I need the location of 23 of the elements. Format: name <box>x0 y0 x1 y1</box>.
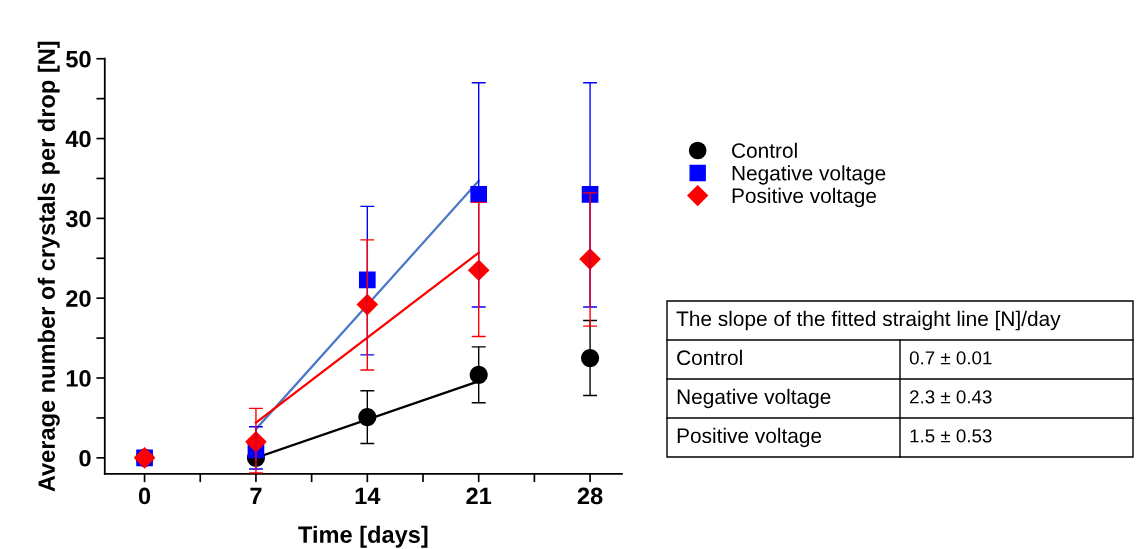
text: 2.3 ± 0.43 <box>910 390 992 404</box>
legend-label: Negative voltage <box>732 165 886 185</box>
x-tick-label: 21 <box>466 487 492 505</box>
x-axis-title: Time [days] <box>298 525 428 548</box>
x-tick-label: 0 <box>138 487 151 505</box>
text: 0.7 ± 0.01 <box>909 351 992 365</box>
legend-label: Control <box>732 142 797 158</box>
x-tick-label: 14 <box>355 487 381 505</box>
y-tick-label: 0 <box>79 449 91 467</box>
text: Control <box>677 349 742 366</box>
x-tick-label: 7 <box>250 487 262 505</box>
legend-label: Positive voltage <box>732 187 876 208</box>
y-tick-label: 20 <box>66 290 91 307</box>
text: Positive voltage <box>677 427 822 448</box>
y-tick-label: 50 <box>66 50 91 68</box>
y-tick-label: 30 <box>65 210 91 228</box>
y-axis-title: Average number of crystals per drop [N] <box>37 41 60 492</box>
text: Negative voltage <box>677 388 831 409</box>
x-tick-label: 28 <box>577 487 603 505</box>
y-tick-label: 40 <box>65 130 91 148</box>
text: 1.5 ± 0.53 <box>910 429 992 443</box>
text: The slope of the fitted straight line [N]/day <box>676 310 1061 331</box>
y-tick-label: 10 <box>66 370 91 387</box>
